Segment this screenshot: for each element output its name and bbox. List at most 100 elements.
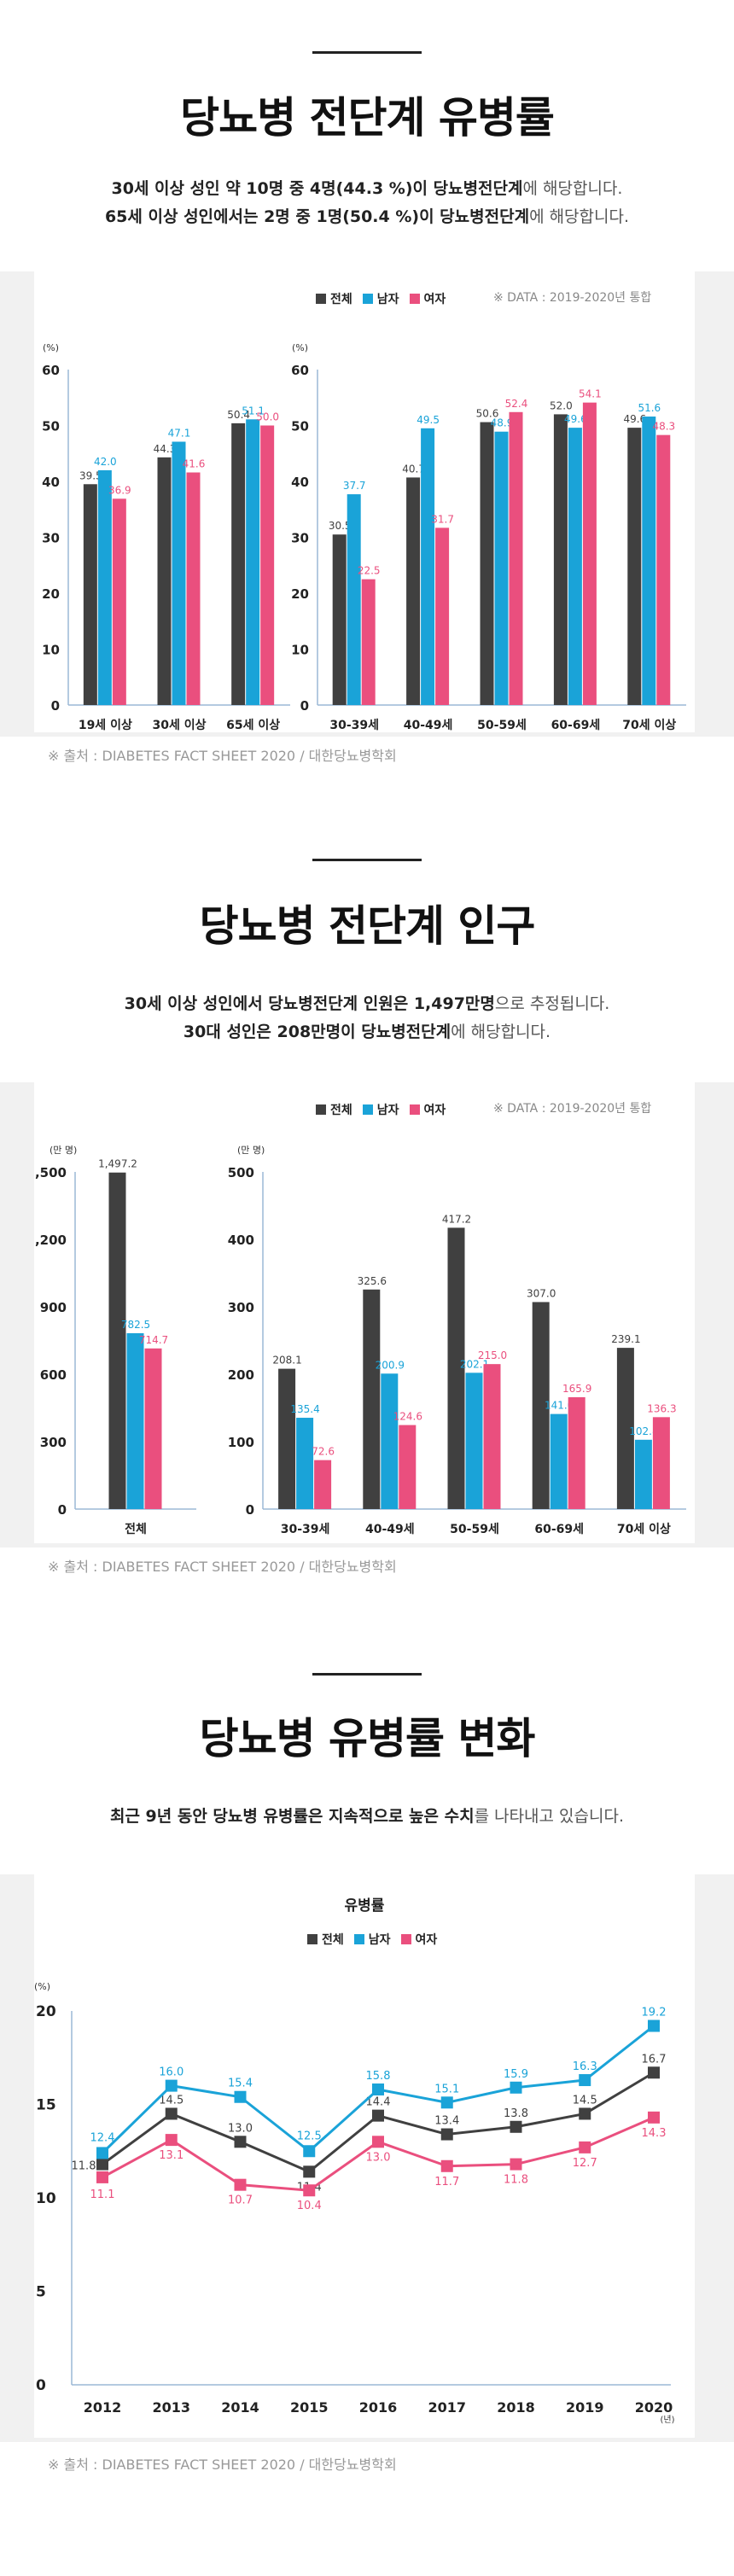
y-tick-label: 600 xyxy=(40,1367,67,1383)
data-label-male: 49.6 xyxy=(564,413,587,425)
marker-total xyxy=(372,2109,384,2122)
data-note: ※ DATA : 2019-2020년 통합 xyxy=(493,1102,652,1116)
data-label-male: 102.8 xyxy=(629,1425,658,1437)
y-axis-unit-label: (%) xyxy=(292,342,308,353)
marker-male xyxy=(648,2019,660,2032)
bar-total xyxy=(553,414,568,705)
marker-male xyxy=(234,2090,247,2103)
data-label-total: 14.4 xyxy=(366,2096,391,2109)
data-label-male: 15.8 xyxy=(366,2070,391,2083)
y-tick-label: 200 xyxy=(228,1367,254,1383)
data-note: ※ DATA : 2019-2020년 통합 xyxy=(493,291,652,305)
x-axis-unit-label: (년) xyxy=(660,2415,674,2425)
marker-female xyxy=(96,2171,108,2183)
legend-male: 남자 xyxy=(362,290,399,307)
bar-male xyxy=(421,428,435,705)
data-label-male: 135.4 xyxy=(290,1403,319,1415)
marker-total xyxy=(440,2128,453,2141)
data-label-female: 124.6 xyxy=(393,1411,422,1423)
bar-female xyxy=(435,527,450,705)
bar-female xyxy=(361,579,376,705)
bar-total xyxy=(363,1289,381,1509)
bar-total xyxy=(627,428,642,705)
marker-total xyxy=(303,2165,316,2178)
prevalence-by-age-group-chart: (%) 0 10 20 30 40 50 60 30.5 37.7 22.5 30-39세 40.7 49… xyxy=(291,342,686,732)
section3-source: ※ 출처 : DIABETES FACT SHEET 2020 / 대한당뇨병학… xyxy=(48,2457,397,2473)
legend-female: 여자 xyxy=(409,290,446,307)
data-label-female: 72.6 xyxy=(312,1446,335,1458)
y-tick-label: 1,200 xyxy=(34,1233,67,1248)
legend-swatch xyxy=(316,294,326,304)
y-tick-label: 15 xyxy=(36,2097,56,2114)
population-total-chart: (만 명) 0 300 600 900 1,200 1,500 1,497.2 782.5 714… xyxy=(34,1145,196,1536)
y-tick-label: 1,500 xyxy=(34,1165,67,1180)
bar-male xyxy=(296,1418,314,1509)
y-tick-label: 0 xyxy=(58,1502,67,1518)
bar-male xyxy=(465,1373,483,1509)
marker-total xyxy=(96,2158,108,2171)
bar-female xyxy=(656,434,671,705)
data-label-total: 50.6 xyxy=(476,408,499,420)
data-label-total: 14.5 xyxy=(159,2094,184,2107)
data-label-male: 19.2 xyxy=(642,2007,667,2019)
bar-female xyxy=(144,1348,162,1509)
legend-male: 남자 xyxy=(362,1101,399,1118)
legend-label: 여자 xyxy=(415,1933,438,1947)
y-axis-unit-label: (%) xyxy=(34,1981,50,1992)
marker-female xyxy=(440,2159,453,2172)
data-label-female: 13.1 xyxy=(159,2149,184,2162)
legend-label: 남자 xyxy=(368,1933,391,1947)
legend-total: 전체 xyxy=(316,1101,352,1118)
data-label-male: 15.1 xyxy=(434,2083,459,2095)
data-label-male: 16.3 xyxy=(573,2060,597,2073)
y-tick-label: 300 xyxy=(228,1300,254,1315)
marker-female xyxy=(648,2111,660,2124)
x-tick-label: 2018 xyxy=(497,2399,535,2416)
bar-female xyxy=(568,1396,585,1509)
desc-text: 에 해당합니다. xyxy=(451,1023,551,1041)
desc-text: 으로 추정됩니다. xyxy=(494,994,610,1013)
bar-female xyxy=(112,498,126,705)
y-tick-label: 500 xyxy=(228,1165,254,1180)
data-label-female: 54.1 xyxy=(579,388,602,400)
data-label-total: 417.2 xyxy=(442,1213,471,1225)
section3-title: 당뇨병 유병률 변화 xyxy=(199,1714,536,1763)
data-label-total: 40.7 xyxy=(402,463,425,475)
section3-chart-panel: 유병률 전체 남자 여자 (%) 0 5 10 15 20 2012 2013 2014 2015… xyxy=(34,1874,695,2438)
bar-total xyxy=(532,1302,550,1509)
bar-female xyxy=(260,425,275,705)
legend-label: 전체 xyxy=(330,1104,352,1117)
desc-emphasis: 30대 성인은 208만명이 당뇨병전단계 xyxy=(183,1023,451,1041)
x-tick-label: 19세 이상 xyxy=(79,718,132,732)
legend-female: 여자 xyxy=(400,1931,438,1948)
section2-source: ※ 출처 : DIABETES FACT SHEET 2020 / 대한당뇨병학… xyxy=(48,1559,397,1575)
x-tick-label: 30-39세 xyxy=(329,719,379,732)
marker-total xyxy=(648,2066,660,2079)
bar-female xyxy=(314,1460,332,1509)
chart-title: 유병률 xyxy=(344,1897,385,1915)
x-tick-label: 30세 이상 xyxy=(153,718,207,732)
chart-legend: 전체 남자 여자 xyxy=(307,1931,437,1948)
data-label-total: 11.8 xyxy=(72,2160,96,2173)
y-tick-label: 60 xyxy=(291,363,309,378)
data-label-female: 10.4 xyxy=(297,2200,322,2212)
x-tick-label: 50-59세 xyxy=(450,1523,499,1536)
data-label-male: 12.5 xyxy=(297,2130,322,2142)
data-label-female: 714.7 xyxy=(139,1334,168,1346)
data-label-female: 48.3 xyxy=(652,421,675,433)
y-tick-label: 0 xyxy=(246,1502,254,1518)
chart-legend: 전체 남자 여자 xyxy=(316,1101,446,1118)
x-tick-label: 전체 xyxy=(125,1522,147,1536)
bar-total xyxy=(83,484,97,705)
y-tick-label: 40 xyxy=(42,475,60,490)
x-tick-label: 70세 이상 xyxy=(622,718,676,732)
x-tick-label: 2012 xyxy=(84,2399,122,2416)
y-tick-label: 30 xyxy=(42,531,60,546)
prevalence-by-total-age-chart: (%) 0 10 20 30 40 50 60 39.542.0 36.9 19세 이상 44.3 47… xyxy=(42,342,290,732)
data-label-total: 52.0 xyxy=(550,399,573,411)
data-label-female: 50.0 xyxy=(256,411,279,423)
marker-total xyxy=(510,2120,522,2133)
data-label-total: 208.1 xyxy=(272,1355,301,1367)
data-label-male: 782.5 xyxy=(121,1319,150,1331)
